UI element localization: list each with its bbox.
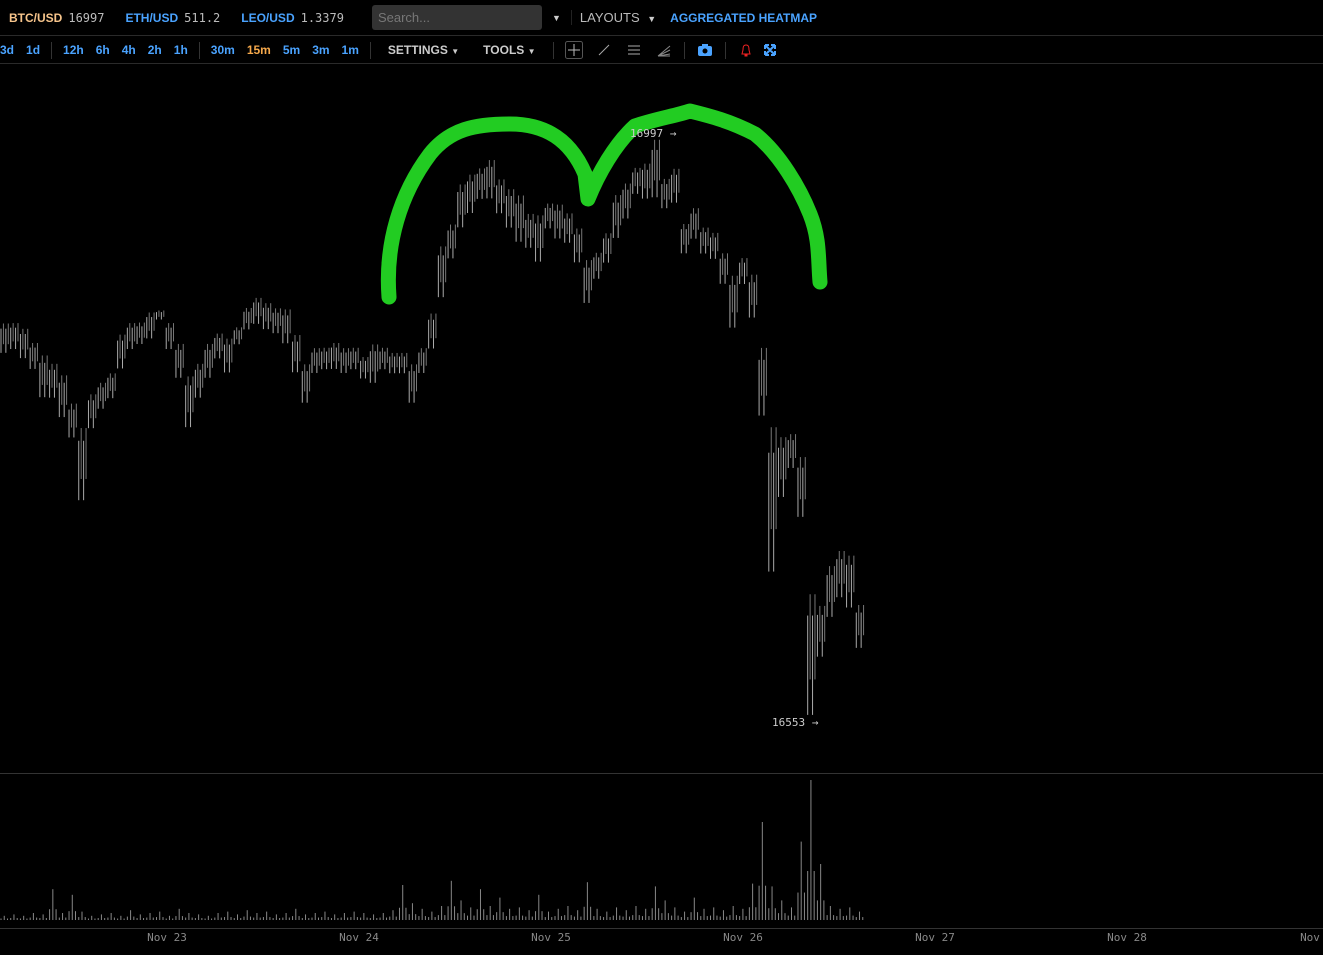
tf-5m[interactable]: 5m [282,43,301,57]
drawn-annotation[interactable] [380,103,828,305]
chevron-down-icon: ▼ [527,47,536,56]
tf-15m[interactable]: 15m [246,43,271,57]
tf-3d[interactable]: 3d [0,43,15,57]
layouts-label: LAYOUTS [579,10,640,25]
volume-bars [0,780,864,920]
divider [724,41,726,59]
fan-icon[interactable] [655,41,673,59]
tf-4h[interactable]: 4h [121,43,136,57]
candles [0,139,865,715]
ticker-bar: BTC/USD 16997 ETH/USD 511.2 LEO/USD 1.3379 … [0,0,1323,36]
volume-pane-divider[interactable] [0,773,1323,774]
x-tick: Nov 24 [339,931,379,944]
divider [198,41,200,59]
x-tick: Nov 28 [1107,931,1147,944]
divider [51,41,53,59]
layouts-menu[interactable]: LAYOUTS ▼ [570,10,660,25]
crosshair-icon[interactable] [564,41,583,59]
tools-menu[interactable]: TOOLS ▼ [483,43,535,57]
ticker-btc[interactable]: BTC/USD [9,10,63,25]
tools-label: TOOLS [483,43,525,57]
fullscreen-icon[interactable] [761,41,779,59]
x-tick: Nov 23 [147,931,187,944]
tf-2h[interactable]: 2h [147,43,162,57]
divider [683,41,685,59]
tf-1d[interactable]: 1d [26,43,41,57]
alert-bell-icon[interactable] [737,41,755,59]
search-dropdown-icon[interactable]: ▼ [551,12,561,23]
tf-1m[interactable]: 1m [341,43,359,57]
x-tick: Nov 26 [723,931,763,944]
settings-menu[interactable]: SETTINGS ▼ [388,43,459,57]
x-tick: Nov 25 [531,931,571,944]
divider [369,41,371,59]
tf-3m[interactable]: 3m [312,43,330,57]
x-tick: Nov [1300,931,1320,944]
horizontal-lines-icon[interactable] [625,41,643,59]
ticker-leo[interactable]: LEO/USD [241,10,295,25]
chart-toolbar: 3d 1d 12h 6h 4h 2h 1h 30m 15m 5m 3m 1m S… [0,37,1323,64]
ticker-leo-price: 1.3379 [300,10,344,25]
divider [552,41,554,59]
low-price-label: 16553 → [772,716,819,729]
aggregated-heatmap-link[interactable]: AGGREGATED HEATMAP [670,10,818,25]
camera-icon[interactable] [696,41,714,59]
tf-12h[interactable]: 12h [63,43,84,57]
time-axis[interactable]: Nov 23 Nov 24 Nov 25 Nov 26 Nov 27 Nov 2… [0,928,1323,955]
ticker-eth[interactable]: ETH/USD [125,10,179,25]
ticker-btc-price: 16997 [68,10,105,25]
tf-6h[interactable]: 6h [95,43,110,57]
price-chart[interactable] [0,64,1323,928]
trendline-icon[interactable] [595,41,613,59]
chevron-down-icon: ▼ [647,14,657,24]
x-tick: Nov 27 [915,931,955,944]
tf-1h[interactable]: 1h [173,43,188,57]
high-price-label: 16997 → [630,127,677,140]
search-input[interactable] [371,5,542,30]
settings-label: SETTINGS [387,43,448,57]
ticker-eth-price: 511.2 [184,10,221,25]
chevron-down-icon: ▼ [451,47,460,56]
tf-30m[interactable]: 30m [210,43,235,57]
